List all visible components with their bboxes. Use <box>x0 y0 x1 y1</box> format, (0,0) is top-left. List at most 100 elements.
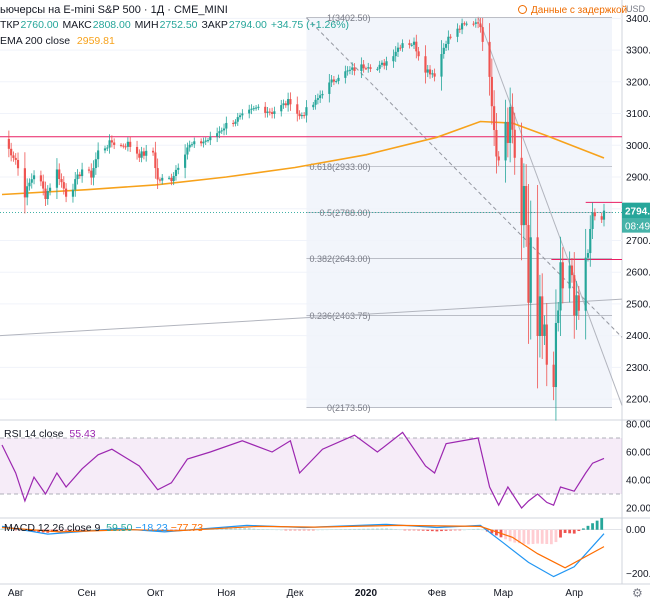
candle-body <box>71 189 75 197</box>
macd-legend[interactable]: MACD 12 26 close 9 59.50 −18.23 −77.73 <box>4 522 203 534</box>
macd-histogram-bar <box>353 528 356 530</box>
macd-histogram-bar <box>78 529 82 531</box>
rsi-band <box>0 438 622 494</box>
macd-histogram-bar <box>252 528 256 530</box>
macd-histogram-bar <box>83 529 86 531</box>
candle-body <box>103 148 107 151</box>
macd-histogram-bar <box>371 528 375 530</box>
candle-body <box>204 140 207 142</box>
macd-histogram-bar <box>243 528 247 530</box>
macd-histogram-bar <box>5 529 8 530</box>
macd-histogram-bar <box>307 529 311 531</box>
candle-body <box>573 275 576 316</box>
price-tick-label: 3000.00 <box>626 141 650 152</box>
candle-body <box>284 103 287 106</box>
candle-body <box>60 178 63 183</box>
price-tick-label: 2600.00 <box>626 268 650 279</box>
candle-body <box>124 146 127 148</box>
rsi-tick-label: 20.00 <box>626 504 650 515</box>
price-tick-label: 2700.00 <box>626 236 650 247</box>
descending-trendline <box>477 16 623 406</box>
candle-body <box>81 169 84 177</box>
macd-histogram-bar <box>64 529 68 531</box>
macd-histogram-bar <box>174 529 178 531</box>
candle-body <box>493 106 496 130</box>
price-axis[interactable]: 3400.00 3300.00 3200.00 3100.00 3000.00 2900.… <box>622 4 650 580</box>
candle-body <box>369 67 372 69</box>
ohlc-readout: ТКР2760.00 МАКС2808.00 МИН2752.50 ЗАКР27… <box>0 19 350 31</box>
candle-body <box>186 147 189 155</box>
macd-histogram-bar <box>449 529 453 531</box>
candle-body <box>543 324 546 336</box>
low-label: МИН <box>134 19 159 31</box>
macd-histogram-bar <box>279 529 283 531</box>
candle-body <box>156 168 159 180</box>
time-axis[interactable]: Авг Сен Окт Ноя Дек 2020 Фев Мар Апр ⚙ <box>8 586 643 600</box>
candle-body <box>415 41 418 52</box>
candle-body <box>303 115 306 117</box>
change-value: +34.75 (+1.26%) <box>270 19 350 31</box>
candle-body <box>177 167 180 170</box>
symbol-title[interactable]: ьючерсы на E-mini S&P 500 · 1Д · CME_MIN… <box>0 4 228 16</box>
candle-body <box>396 47 400 52</box>
candle-body <box>344 71 347 78</box>
candle-body <box>129 141 132 147</box>
candle-body <box>433 73 436 77</box>
candle-body <box>65 188 68 197</box>
macd-histogram-bar <box>440 529 443 532</box>
candle-body <box>234 121 237 124</box>
candle-body <box>348 69 352 71</box>
macd-tick-label: −200.00 <box>626 569 650 580</box>
macd-histogram-bar <box>563 529 567 533</box>
macd-histogram-bar <box>366 528 370 530</box>
candle-body <box>332 79 335 82</box>
candle-body <box>14 157 17 160</box>
macd-histogram-bar <box>275 529 279 531</box>
macd-histogram-bar <box>517 529 521 544</box>
candle-body <box>577 295 580 311</box>
delayed-data-notice[interactable]: Данные с задержкой <box>518 5 627 16</box>
rsi-label: RSI 14 close <box>4 428 64 440</box>
candle-body <box>477 22 480 24</box>
candle-body <box>92 168 95 178</box>
candle-body <box>254 107 258 109</box>
candle-body <box>428 69 432 75</box>
candle-body <box>280 105 283 112</box>
macd-histogram-bar <box>458 529 462 531</box>
candle-body <box>362 64 365 69</box>
macd-signal-line <box>1 524 605 569</box>
candle-body <box>383 62 386 66</box>
ema-legend[interactable]: EMA 200 close 2959.81 <box>0 35 116 47</box>
macd-histogram-bar <box>339 529 343 530</box>
macd-histogram-bar <box>540 529 544 544</box>
candle-body <box>316 98 319 100</box>
price-tick-label: 3200.00 <box>626 77 650 88</box>
candle-body <box>392 56 395 62</box>
candle-body <box>12 155 15 158</box>
macd-histogram-bar <box>426 529 430 531</box>
price-tick-label: 2900.00 <box>626 173 650 184</box>
macd-histogram-bar <box>215 528 219 530</box>
rsi-legend[interactable]: RSI 14 close 55.43 <box>4 428 96 440</box>
candle-body <box>360 64 363 72</box>
candle-body <box>321 93 324 96</box>
candle-body <box>220 130 223 132</box>
candle-body <box>90 170 93 178</box>
candle-body <box>589 228 592 254</box>
macd-histogram-bar <box>92 529 95 531</box>
candle-body <box>76 174 79 180</box>
candle-body <box>58 169 61 179</box>
macd-histogram-bar <box>600 518 604 530</box>
candle-body <box>346 70 349 72</box>
candle-body <box>62 182 65 189</box>
macd-histogram-bar <box>348 529 352 530</box>
macd-histogram-bar <box>421 529 425 531</box>
candle-body <box>161 177 164 181</box>
candle-body <box>511 106 514 130</box>
macd-histogram-bar <box>96 529 100 530</box>
candle-body <box>460 23 464 30</box>
candle-body <box>586 253 590 258</box>
candle-body <box>559 262 562 311</box>
time-tick-label: Авг <box>8 588 24 599</box>
